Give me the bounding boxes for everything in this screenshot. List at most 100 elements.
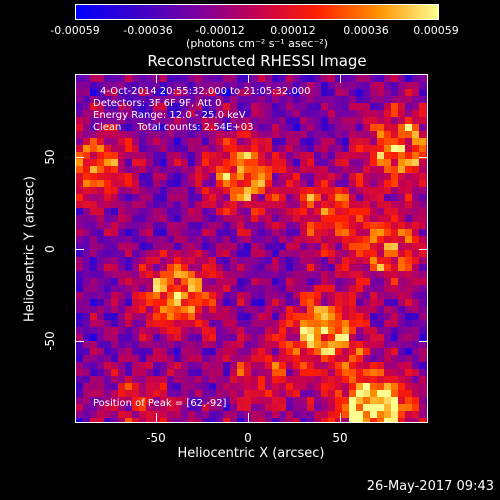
heatmap-cell	[167, 110, 174, 117]
heatmap-cell	[76, 404, 83, 411]
heatmap-cell	[300, 348, 307, 355]
heatmap-cell	[83, 341, 90, 348]
heatmap-cell	[125, 103, 132, 110]
heatmap-cell	[272, 208, 279, 215]
heatmap-cell	[391, 362, 398, 369]
heatmap-cell	[405, 187, 412, 194]
heatmap-cell	[279, 159, 286, 166]
heatmap-cell	[188, 285, 195, 292]
heatmap-cell	[405, 250, 412, 257]
heatmap-cell	[188, 334, 195, 341]
heatmap-cell	[405, 96, 412, 103]
heatmap-cell	[195, 131, 202, 138]
heatmap-cell	[181, 348, 188, 355]
heatmap-cell	[307, 229, 314, 236]
heatmap-cell	[111, 257, 118, 264]
heatmap-cell	[153, 285, 160, 292]
heatmap-cell	[76, 362, 83, 369]
heatmap-cell	[188, 138, 195, 145]
heatmap-cell	[363, 383, 370, 390]
heatmap-cell	[160, 327, 167, 334]
heatmap-cell	[419, 194, 426, 201]
heatmap-cell	[251, 187, 258, 194]
heatmap-cell	[335, 306, 342, 313]
heatmap-cell	[258, 264, 265, 271]
heatmap-cell	[209, 173, 216, 180]
heatmap-cell	[370, 271, 377, 278]
heatmap-cell	[356, 292, 363, 299]
heatmap-cell	[370, 243, 377, 250]
heatmap-cell	[132, 313, 139, 320]
heatmap-cell	[195, 257, 202, 264]
heatmap-cell	[111, 306, 118, 313]
heatmap-cell	[146, 89, 153, 96]
heatmap-cell	[202, 222, 209, 229]
heatmap-cell	[181, 201, 188, 208]
heatmap-cell	[202, 383, 209, 390]
heatmap-cell	[293, 257, 300, 264]
heatmap-cell	[328, 145, 335, 152]
heatmap-cell	[223, 376, 230, 383]
heatmap-cell	[83, 96, 90, 103]
heatmap-cell	[293, 194, 300, 201]
heatmap-cell	[209, 229, 216, 236]
heatmap-cell	[181, 390, 188, 397]
heatmap-cell	[363, 208, 370, 215]
heatmap-cell	[111, 362, 118, 369]
heatmap-cell	[83, 243, 90, 250]
heatmap-cell	[321, 271, 328, 278]
heatmap-cell	[188, 229, 195, 236]
heatmap-cell	[272, 243, 279, 250]
heatmap-cell	[286, 299, 293, 306]
heatmap-cell	[97, 117, 104, 124]
heatmap-cell	[209, 82, 216, 89]
heatmap-cell	[321, 285, 328, 292]
heatmap-cell	[90, 404, 97, 411]
heatmap-cell	[76, 124, 83, 131]
heatmap-cell	[202, 89, 209, 96]
heatmap-cell	[223, 222, 230, 229]
heatmap-cell	[321, 411, 328, 418]
heatmap-cell	[188, 96, 195, 103]
heatmap-cell	[251, 320, 258, 327]
heatmap-cell	[300, 187, 307, 194]
heatmap-cell	[111, 404, 118, 411]
heatmap-cell	[279, 236, 286, 243]
heatmap-cell	[426, 201, 427, 208]
heatmap-cell	[237, 299, 244, 306]
heatmap-cell	[265, 341, 272, 348]
heatmap-cell	[223, 292, 230, 299]
heatmap-cell	[321, 390, 328, 397]
heatmap-cell	[314, 313, 321, 320]
heatmap-cell	[377, 138, 384, 145]
heatmap-cell	[398, 271, 405, 278]
heatmap-cell	[384, 152, 391, 159]
heatmap-cell	[300, 264, 307, 271]
heatmap-cell	[279, 271, 286, 278]
heatmap-cell	[90, 152, 97, 159]
heatmap-cell	[356, 229, 363, 236]
heatmap-cell	[293, 166, 300, 173]
heatmap-cell	[419, 418, 426, 422]
heatmap-cell	[104, 397, 111, 404]
heatmap-cell	[377, 292, 384, 299]
heatmap-cell	[83, 124, 90, 131]
heatmap-cell	[377, 355, 384, 362]
heatmap-cell	[342, 243, 349, 250]
heatmap-cell	[314, 278, 321, 285]
heatmap-cell	[230, 334, 237, 341]
heatmap-cell	[377, 82, 384, 89]
heatmap-cell	[202, 173, 209, 180]
heatmap-cell	[111, 110, 118, 117]
heatmap-cell	[384, 306, 391, 313]
heatmap-cell	[335, 243, 342, 250]
heatmap-cell	[216, 278, 223, 285]
heatmap-cell	[202, 390, 209, 397]
heatmap-cell	[97, 82, 104, 89]
heatmap-cell	[377, 250, 384, 257]
heatmap-cell	[97, 201, 104, 208]
heatmap-cell	[146, 96, 153, 103]
heatmap-cell	[405, 145, 412, 152]
heatmap-cell	[188, 348, 195, 355]
heatmap-cell	[202, 208, 209, 215]
